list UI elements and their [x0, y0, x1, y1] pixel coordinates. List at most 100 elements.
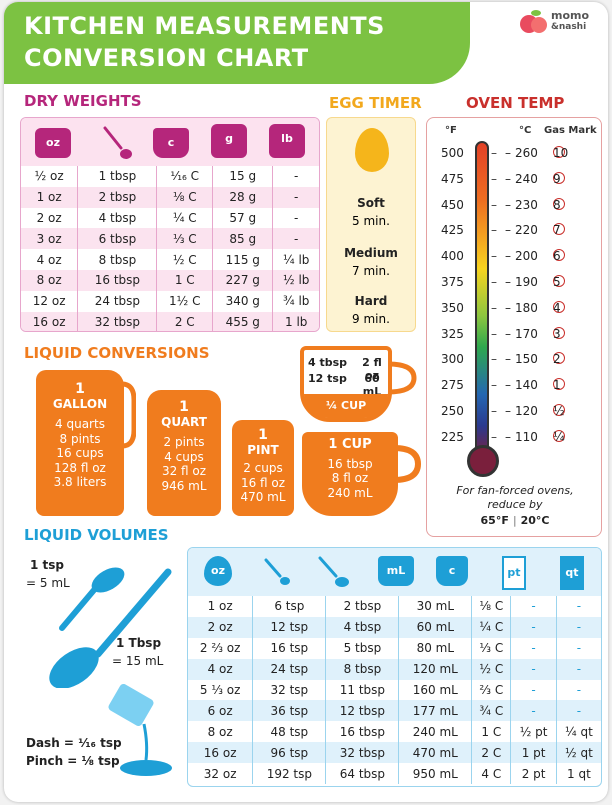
pt-carton-icon: pt — [502, 556, 526, 590]
table-cell: ⅛ C — [471, 596, 511, 617]
table-cell: 12 oz — [32, 294, 66, 309]
pint-line: 470 mL — [240, 490, 286, 504]
liquid-conversions-heading: LIQUID CONVERSIONS — [24, 344, 210, 362]
table-cell: 32 tbsp — [325, 742, 399, 764]
table-cell: 8 oz — [207, 724, 233, 739]
table-cell: ½ qt — [555, 742, 601, 764]
table-cell: 1 C — [471, 721, 511, 743]
tick-mark: – — [491, 326, 497, 341]
table-cell: 240 mL — [398, 721, 472, 743]
table-cell: 1 C — [156, 269, 213, 291]
table-cell: 60 mL — [398, 616, 472, 638]
oven-f: 275 — [441, 378, 464, 393]
quart-qty: 1 — [179, 399, 189, 415]
table-cell: ¼ qt — [555, 721, 601, 743]
liquid-volumes-body: 1 oz 6 tsp 2 tbsp 30 mL ⅛ C--2 oz 12 tsp 4 tbs… — [188, 596, 601, 785]
egg-timer-heading: EGG TIMER — [329, 94, 422, 112]
quarter-cup-name: ¼ CUP — [304, 394, 388, 418]
tick-mark: – — [491, 249, 497, 264]
table-cell: 4 tbsp — [77, 207, 157, 229]
tick-mark: – — [491, 223, 497, 238]
oven-f: 250 — [441, 404, 464, 418]
reduce-f: 65°F — [480, 514, 509, 527]
pint-qty: 1 — [258, 427, 268, 443]
gallon-line: 128 fl oz — [54, 460, 106, 475]
quart-line: 2 pints — [163, 435, 205, 449]
table-cell: 32 oz — [203, 766, 237, 781]
oven-c: 230 — [515, 197, 538, 212]
table-cell: 16 oz — [188, 742, 253, 764]
scale-g-icon: g — [211, 124, 247, 158]
table-cell: 950 mL — [398, 763, 472, 785]
dry-weights-body: ½ oz 1 tbsp ¹⁄₁₆ C 15 g-1 oz 2 tbsp ⅛ C 28 g- 2… — [21, 166, 319, 331]
table-cell: ¹⁄₁₆ C — [156, 166, 213, 187]
table-cell: - — [510, 596, 557, 617]
flame-icon — [553, 146, 565, 158]
table-cell: - — [510, 637, 557, 659]
table-cell: ¼ C — [156, 207, 213, 229]
table-row: 2 oz 12 tsp 4 tbsp 60 mL ¼ C-- — [188, 616, 601, 638]
table-cell: ¾ C — [471, 700, 511, 722]
oven-f: 500 — [441, 146, 464, 160]
table-row: 2 ⅔ oz 16 tsp 5 tbsp 80 mL ⅓ C-- — [188, 637, 601, 659]
table-cell: ½ C — [471, 658, 511, 680]
tbsp-label: 1 Tbsp — [116, 636, 162, 650]
table-cell: ⅓ C — [471, 637, 511, 659]
cup-title: 1 CUP — [328, 437, 372, 452]
oven-row: 450– –230 8 — [427, 197, 603, 216]
table-cell: 2 C — [156, 311, 213, 331]
flame-icon — [553, 404, 565, 416]
dash-text: Dash = ¹⁄₁₆ tsp — [26, 736, 122, 750]
oven-f: 400 — [441, 249, 464, 264]
table-cell: 5 ⅓ oz — [199, 683, 241, 697]
flame-icon — [553, 429, 565, 442]
table-cell: 36 tsp — [252, 700, 326, 722]
oven-c-dash: – — [505, 326, 511, 341]
egg-timer-icon — [355, 128, 389, 172]
oven-c-dash: – — [505, 146, 511, 160]
dry-header-row: oz c g lb — [21, 118, 319, 166]
table-cell: - — [555, 700, 601, 722]
table-cell: 1 qt — [555, 763, 601, 785]
flame-icon — [553, 352, 565, 365]
flame-icon — [553, 378, 565, 391]
table-cell: - — [272, 228, 319, 250]
scale-lb-icon: lb — [269, 124, 305, 158]
measuring-spoons-icon — [49, 567, 172, 688]
table-cell: 227 g — [212, 269, 273, 291]
tick-mark: – — [491, 404, 497, 418]
oven-c-dash: – — [505, 378, 511, 393]
quart-line: 946 mL — [161, 478, 207, 493]
fan-note-2: reduce by — [487, 498, 543, 511]
table-cell: ½ oz — [34, 169, 64, 184]
oven-c-dash: – — [505, 404, 511, 418]
tick-mark: – — [491, 275, 497, 289]
table-cell: 8 tbsp — [325, 658, 399, 680]
table-cell: 115 g — [212, 249, 273, 270]
cup-handle — [394, 445, 422, 483]
table-row: ½ oz 1 tbsp ¹⁄₁₆ C 15 g- — [21, 166, 319, 187]
table-row: 1 oz 2 tbsp ⅛ C 28 g- — [21, 186, 319, 208]
table-cell: 2 C — [471, 742, 511, 764]
table-cell: 32 tbsp — [77, 311, 157, 331]
table-cell: - — [555, 596, 601, 617]
brand-logo: momo &nashi — [519, 8, 589, 40]
table-cell: - — [272, 186, 319, 208]
oven-f: 425 — [441, 223, 464, 238]
oven-c: 240 — [515, 171, 538, 186]
table-cell: 4 tbsp — [325, 616, 399, 638]
table-cell: ½ lb — [272, 269, 319, 291]
table-cell: 3 oz — [21, 228, 78, 250]
table-cell: 160 mL — [398, 679, 472, 701]
logo-text-2: &nashi — [551, 22, 587, 32]
table-cell: 2 tbsp — [325, 596, 399, 617]
table-row: 3 oz 6 tbsp ⅓ C 85 g- — [21, 228, 319, 250]
oven-c-dash: – — [505, 429, 511, 444]
oven-c-dash: – — [505, 171, 511, 186]
col-f-header: °F — [445, 125, 457, 136]
table-cell: 64 tbsp — [325, 763, 399, 785]
egg-hard-label: Hard — [354, 294, 388, 308]
quart-line: 4 cups — [164, 449, 204, 464]
oven-row: 275– –140 1 — [427, 378, 603, 396]
